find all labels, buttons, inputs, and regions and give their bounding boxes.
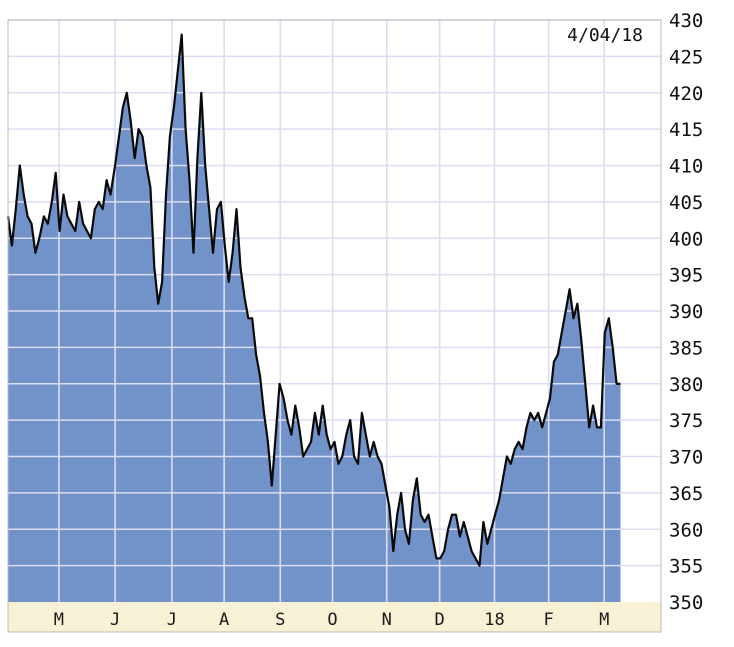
y-axis-ticks: 350 355 360 365 370 375 380 385 390 395 400 405 410 4… [669, 10, 703, 614]
x-tick-label: A [219, 610, 229, 630]
x-tick-label: M [54, 610, 64, 630]
x-tick-label: 18 [484, 610, 504, 630]
y-tick-label: 385 [669, 337, 703, 359]
price-line [6, 33, 621, 567]
y-tick-label: 420 [669, 83, 703, 105]
y-tick-label: 395 [669, 265, 703, 287]
y-tick-label: 390 [669, 301, 703, 323]
price-area [8, 34, 621, 603]
x-tick-label: N [382, 610, 392, 630]
y-tick-label: 370 [669, 447, 703, 469]
date-label: 4/04/18 [567, 25, 643, 46]
y-tick-label: 350 [669, 592, 703, 614]
x-tick-label: S [275, 610, 285, 630]
x-tick-label: D [435, 610, 445, 630]
plot-border [7, 19, 662, 633]
y-tick-label: 405 [669, 192, 703, 214]
x-tick-label: M [599, 610, 609, 630]
x-tick-label: F [544, 610, 554, 630]
x-axis-ticks: M J J A S O N D 18 F M [54, 610, 610, 630]
y-tick-label: 355 [669, 556, 703, 578]
y-tick-label: 400 [669, 228, 703, 250]
y-tick-label: 425 [669, 46, 703, 68]
x-axis-strip [8, 602, 661, 632]
price-line-layer [6, 33, 621, 567]
price-area-layer [8, 34, 621, 603]
y-tick-label: 380 [669, 374, 703, 396]
y-tick-label: 375 [669, 410, 703, 432]
y-tick-label: 360 [669, 519, 703, 541]
y-tick-label: 430 [669, 10, 703, 32]
y-tick-label: 365 [669, 483, 703, 505]
y-tick-label: 415 [669, 119, 703, 141]
x-tick-label: J [110, 610, 120, 630]
y-tick-label: 410 [669, 156, 703, 178]
x-tick-label: J [167, 610, 177, 630]
x-tick-label: O [327, 610, 337, 630]
y-axis-strip [661, 12, 734, 632]
